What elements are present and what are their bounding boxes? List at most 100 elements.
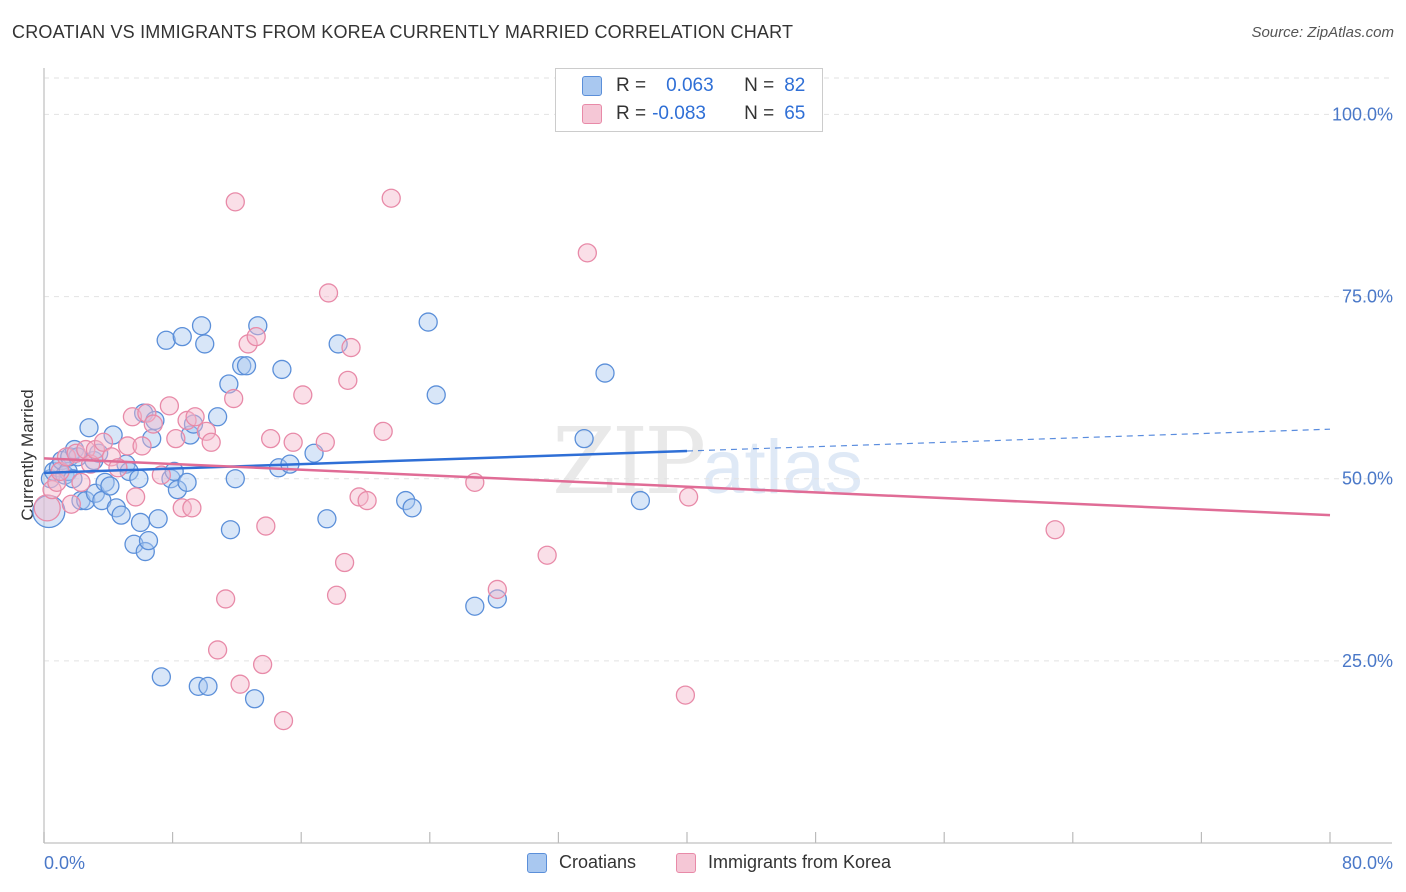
korea-point xyxy=(61,494,81,514)
croatians-point xyxy=(396,490,416,511)
korea-point xyxy=(293,385,313,405)
croatians-point xyxy=(198,676,218,697)
korea-point xyxy=(71,472,91,493)
korea-point xyxy=(185,407,205,427)
korea-n-value: 65 xyxy=(784,103,806,124)
croatians-point xyxy=(129,469,149,489)
korea-point xyxy=(125,487,146,507)
croatians-r-label: R = xyxy=(616,75,647,96)
korea-point xyxy=(577,243,597,263)
croatians-point xyxy=(272,359,292,380)
korea-point xyxy=(225,192,245,212)
croatians-point xyxy=(103,425,123,445)
series-legend: Croatians Immigrants from Korea xyxy=(0,852,1406,878)
korea-point xyxy=(230,674,250,694)
korea-point xyxy=(159,396,180,416)
korea-point xyxy=(137,403,157,423)
legend-croatians-swatch xyxy=(527,852,547,873)
korea-point xyxy=(381,188,401,208)
croatians-point xyxy=(630,490,651,511)
korea-r-label: R = xyxy=(616,103,647,124)
croatians-points xyxy=(32,312,651,709)
source-label: Source: ZipAtlas.com xyxy=(1251,24,1394,41)
legend-korea-label: Immigrants from Korea xyxy=(708,852,892,872)
watermark-atlas: atlas xyxy=(702,425,863,510)
croatians-n-label: N = xyxy=(744,75,775,96)
croatians-point xyxy=(167,479,188,500)
korea-point xyxy=(108,458,128,478)
croatians-point xyxy=(180,425,200,445)
croatians-point xyxy=(151,667,171,687)
croatians-point xyxy=(219,374,239,394)
korea-point xyxy=(357,490,377,511)
korea-point xyxy=(224,388,244,409)
croatians-swatch xyxy=(582,76,602,96)
y-tick-label: 25.0% xyxy=(1342,651,1393,671)
croatians-point xyxy=(111,505,131,525)
korea-point xyxy=(85,439,106,460)
korea-point xyxy=(215,589,236,609)
watermark-zip: ZIP xyxy=(552,408,706,515)
croatians-point xyxy=(574,428,594,449)
x-tick-label: 80.0% xyxy=(1342,853,1393,873)
croatians-point xyxy=(135,541,155,562)
y-tick-label: 75.0% xyxy=(1342,287,1393,307)
korea-point xyxy=(261,428,281,449)
korea-trend-line xyxy=(43,457,1331,517)
tick-labels: 25.0% 50.0% 75.0% 100.0% 0.0% 80.0% xyxy=(44,104,1393,873)
korea-n-label: N = xyxy=(744,103,775,124)
korea-point xyxy=(334,552,355,573)
croatians-n-value: 82 xyxy=(784,75,806,96)
korea-point xyxy=(117,436,138,456)
croatians-point xyxy=(465,596,485,616)
x-tick-label: 0.0% xyxy=(44,853,85,873)
korea-point xyxy=(338,370,358,391)
croatians-point xyxy=(100,476,120,496)
korea-points xyxy=(33,188,1065,731)
korea-point xyxy=(132,436,152,456)
croatians-trend-extension xyxy=(686,428,1331,452)
korea-point xyxy=(196,421,217,442)
korea-r-value: -0.083 xyxy=(652,103,706,124)
chart-title: CROATIAN VS IMMIGRANTS FROM KOREA CURREN… xyxy=(12,22,794,42)
croatians-point xyxy=(595,363,615,383)
croatians-r-value: 0.063 xyxy=(666,75,714,96)
korea-point xyxy=(1045,520,1065,540)
croatians-point xyxy=(138,530,159,551)
korea-point xyxy=(151,465,171,485)
croatians-point xyxy=(220,520,241,540)
korea-point xyxy=(675,685,696,705)
korea-point xyxy=(318,283,339,303)
korea-point xyxy=(246,326,266,347)
croatians-point xyxy=(317,509,337,529)
croatians-point xyxy=(236,356,257,376)
croatians-point xyxy=(177,472,197,493)
korea-point xyxy=(182,498,202,518)
legend-row-croatians: R = 0.063 N = 82 xyxy=(556,73,805,99)
korea-point xyxy=(537,545,557,565)
croatians-point xyxy=(142,428,162,449)
croatians-point xyxy=(195,334,215,354)
croatians-point xyxy=(207,407,228,427)
trend-lines xyxy=(43,428,1331,517)
croatians-point xyxy=(76,490,96,511)
croatians-point xyxy=(225,469,245,489)
legend-row-korea: R = -0.083 N = 65 xyxy=(556,101,805,127)
korea-point xyxy=(122,407,143,427)
korea-point xyxy=(238,334,258,354)
croatians-point xyxy=(418,312,438,332)
korea-point xyxy=(143,414,163,434)
korea-point xyxy=(487,579,507,600)
croatians-point xyxy=(172,326,192,347)
croatians-point xyxy=(191,316,212,336)
croatians-point xyxy=(402,498,422,518)
legend-korea-swatch xyxy=(676,852,696,873)
korea-point xyxy=(678,487,699,507)
croatians-point xyxy=(130,512,151,533)
croatians-point xyxy=(426,385,446,405)
watermark: ZIPatlas xyxy=(552,408,863,515)
korea-point xyxy=(201,432,221,452)
croatians-point xyxy=(148,509,168,529)
korea-point xyxy=(315,432,335,452)
